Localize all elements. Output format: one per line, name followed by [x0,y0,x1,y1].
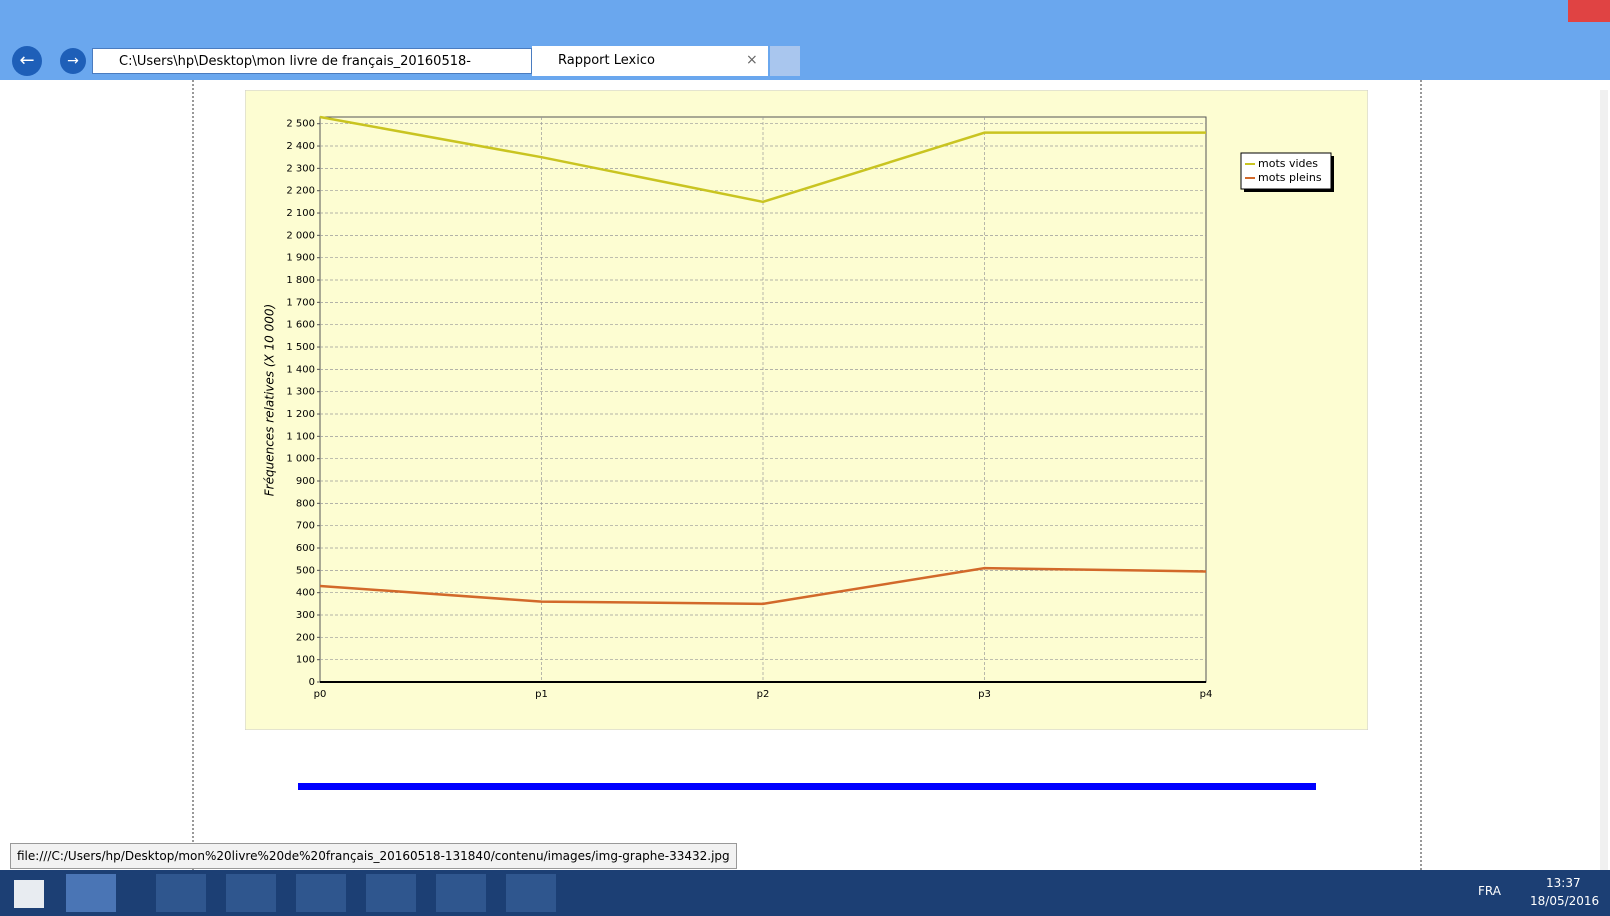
separator [298,783,1316,790]
start-button[interactable] [14,880,44,908]
y-tick-label: 2 200 [286,186,315,197]
address-bar[interactable]: C:\Users\hp\Desktop\mon livre de françai… [92,48,532,74]
y-tick-label: 2 300 [286,163,315,174]
y-tick-label: 2 400 [286,141,315,152]
y-tick-label: 1 100 [286,431,315,442]
clock-time[interactable]: 13:37 [1546,876,1581,890]
chart-background [245,90,1368,730]
app-icon[interactable] [366,874,416,912]
scrollbar[interactable] [1600,90,1608,870]
y-tick-label: 1 900 [286,253,315,264]
chart: Fréquences relatives (X 10 000) 0 100 200 3… [245,90,1368,730]
y-tick-label: 1 400 [286,364,315,375]
y-axis-label: Fréquences relatives (X 10 000) [263,304,277,496]
y-tick-label: 2 100 [286,208,315,219]
page-margin [192,80,194,870]
clock-date[interactable]: 18/05/2016 [1530,894,1600,908]
y-tick-label: 200 [296,632,315,643]
y-tick-label: 0 [309,677,315,688]
y-tick-label: 900 [296,476,315,487]
y-tick-label: 1 600 [286,320,315,331]
new-tab[interactable] [770,46,800,76]
y-tick-label: 1 800 [286,275,315,286]
x-tick-label: p4 [1200,689,1213,700]
line [319,566,1207,606]
y-tick-label: 600 [296,543,315,554]
y-tick-label: 300 [296,610,315,621]
x-tick-label: p1 [535,689,548,700]
language[interactable]: FRA [1478,884,1501,898]
legend-label: mots vides [1258,157,1318,170]
app-icon[interactable] [296,874,346,912]
app-icon[interactable] [436,874,486,912]
app-icon[interactable] [226,874,276,912]
app-icon[interactable] [506,874,556,912]
y-tick-label: 1 000 [286,454,315,465]
app-icon[interactable] [66,874,116,912]
y-tick-label: 1 200 [286,409,315,420]
y-tick-label: 500 [296,565,315,576]
y-tick-label: 100 [296,655,315,666]
close-button[interactable] [1568,0,1610,22]
line [319,115,1206,204]
y-tick-label: 2 500 [286,119,315,130]
x-tick-label: p0 [314,689,327,700]
y-tick-label: 1 300 [286,387,315,398]
legend [1240,152,1332,190]
tab-close[interactable]: × [746,52,758,68]
tab[interactable]: Rapport Lexico [532,46,768,76]
x-tick-label: p3 [978,689,991,700]
status-bar: file:///C:/Users/hp/Desktop/mon%20livre%… [10,843,737,869]
y-tick-label: 400 [296,588,315,599]
forward-button[interactable]: → [60,48,86,74]
y-tick-label: 2 000 [286,230,315,241]
y-tick-label: 1 700 [286,297,315,308]
x-tick-label: p2 [757,689,770,700]
page-margin [1420,80,1422,870]
legend-label: mots pleins [1258,171,1322,184]
y-tick-label: 1 500 [286,342,315,353]
y-tick-label: 800 [296,498,315,509]
app-icon[interactable] [156,874,206,912]
y-tick-label: 700 [296,521,315,532]
back-button[interactable]: ← [12,46,42,76]
